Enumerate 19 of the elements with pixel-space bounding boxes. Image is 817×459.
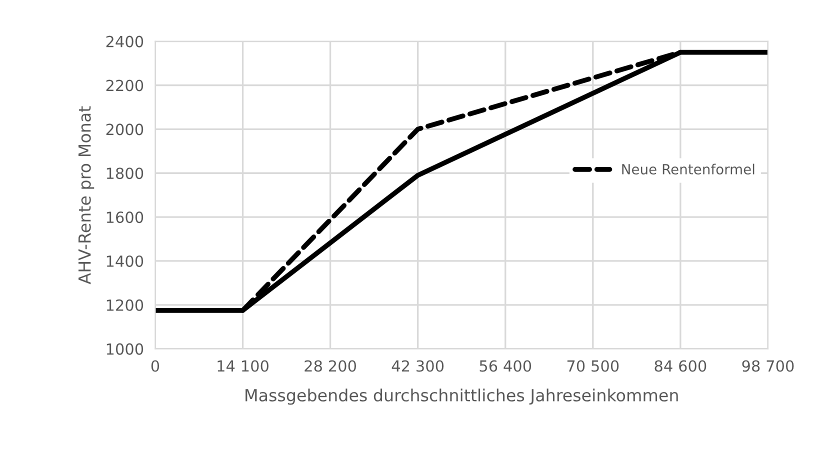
x-tick-label: 28 200 [304,360,356,372]
y-axis-title: AHV-Rente pro Monat [78,106,94,284]
y-tick-label: 1000 [106,343,144,355]
y-tick-label: 1200 [106,299,144,311]
legend-label: Neue Rentenformel [622,164,754,175]
y-tick-label: 2200 [106,80,144,92]
x-tick-label: 70 500 [567,360,619,372]
y-tick-label: 2400 [106,36,144,48]
x-tick-label: 98 700 [742,360,794,372]
x-tick-label: 0 [151,360,160,372]
x-tick-label: 42 300 [392,360,444,372]
x-tick-label: 14 100 [218,360,268,372]
y-tick-label: 2000 [106,124,144,136]
x-axis-title: Massgebendes durchschnittliches Jahreseinkommen [246,388,678,405]
x-tick-label: 56 400 [480,360,532,372]
y-tick-label: 1400 [106,255,144,267]
x-tick-label: 84 600 [654,360,706,372]
y-tick-label: 1800 [106,168,144,180]
y-tick-label: 1600 [106,212,144,224]
